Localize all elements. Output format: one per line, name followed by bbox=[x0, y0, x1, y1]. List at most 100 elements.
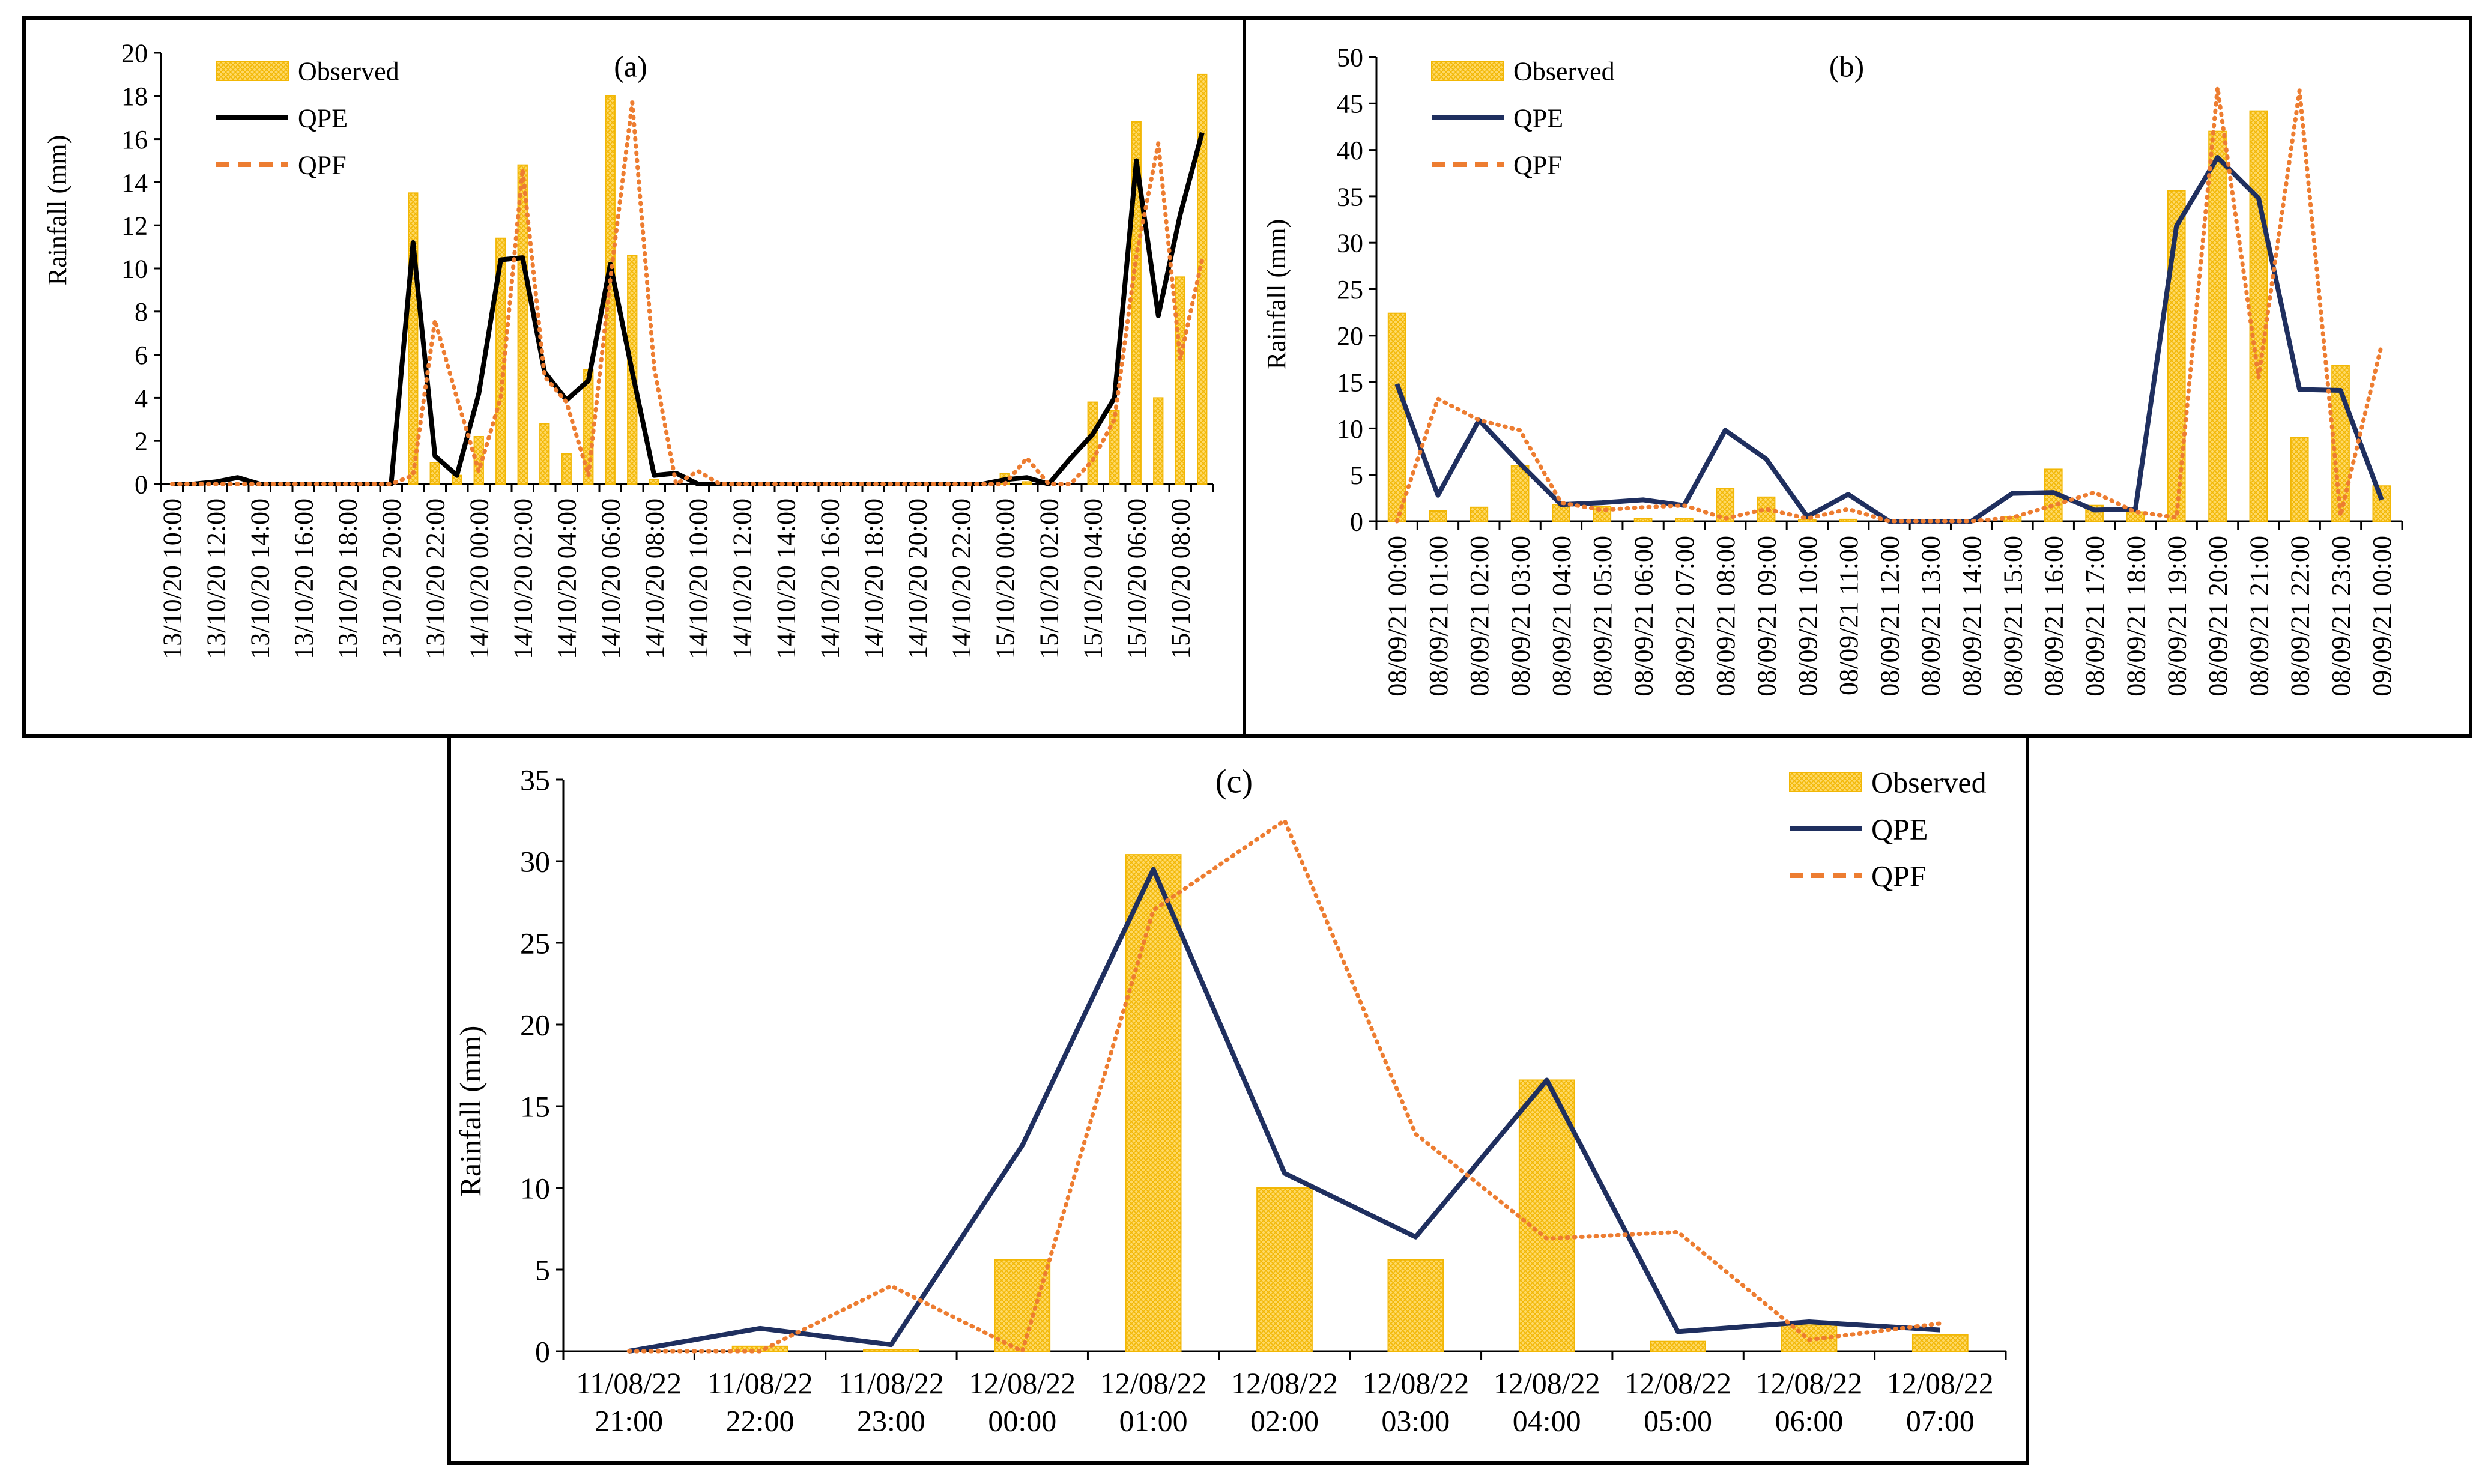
qpe-line bbox=[172, 132, 1205, 486]
x-tick-label: 15/10/20 08:00 bbox=[1166, 498, 1196, 659]
observed-bar bbox=[2167, 190, 2186, 522]
y-tick-label: 50 bbox=[1337, 43, 1363, 72]
y-tick-label: 10 bbox=[1337, 414, 1363, 444]
legend-label: Observed bbox=[1513, 56, 1615, 86]
legend-label: QPF bbox=[1871, 859, 1927, 893]
observed-bar bbox=[2372, 485, 2391, 522]
x-tick-label: 08/09/21 03:00 bbox=[1506, 536, 1536, 697]
x-tick-label: 11/08/22 23:00 bbox=[838, 1366, 944, 1438]
y-axis-label: Rainfall (mm) bbox=[43, 135, 72, 286]
observed-bar bbox=[408, 192, 419, 485]
y-tick-label: 14 bbox=[121, 168, 148, 198]
observed-bar bbox=[1387, 1259, 1444, 1352]
y-tick-label: 20 bbox=[520, 1008, 550, 1042]
x-tick-label: 08/09/21 11:00 bbox=[1834, 536, 1863, 695]
observed-bar bbox=[1911, 1334, 1969, 1352]
legend-label: QPE bbox=[1513, 103, 1563, 133]
x-tick-label: 11/08/22 21:00 bbox=[576, 1366, 682, 1438]
legend: Observed QPE QPF bbox=[1789, 766, 1987, 893]
observed-bar bbox=[1125, 854, 1182, 1352]
x-tick-label: 14/10/20 18:00 bbox=[859, 498, 889, 659]
observed-bar bbox=[1109, 410, 1120, 485]
x-tick-label: 08/09/21 20:00 bbox=[2203, 536, 2233, 697]
x-tick-label: 14/10/20 00:00 bbox=[465, 498, 494, 659]
x-tick-label: 08/09/21 05:00 bbox=[1588, 536, 1617, 697]
legend-label: QPF bbox=[1513, 150, 1562, 180]
observed-bar bbox=[1153, 397, 1164, 485]
y-tick-label: 2 bbox=[135, 427, 148, 456]
x-tick-label: 08/09/21 12:00 bbox=[1875, 536, 1904, 697]
observed-bar bbox=[1518, 1079, 1575, 1352]
observed-bar bbox=[1197, 73, 1208, 485]
x-tick-label: 13/10/20 10:00 bbox=[158, 498, 187, 659]
observed-bar bbox=[1633, 518, 1653, 522]
x-tick-label: 13/10/20 12:00 bbox=[202, 498, 231, 659]
observed-bar bbox=[1839, 518, 1858, 522]
y-tick-label: 6 bbox=[135, 341, 148, 370]
chart-a: 0 2 4 6 8 10 12 14 16 18 20 13/10/20 10:00 13/10/20 … bbox=[43, 38, 1214, 659]
y-tick-label: 16 bbox=[121, 125, 148, 154]
y-tick-label: 5 bbox=[535, 1253, 550, 1287]
x-tick-label: 08/09/21 07:00 bbox=[1670, 536, 1700, 697]
qpf-line bbox=[626, 818, 1943, 1354]
x-tick-label: 14/10/20 02:00 bbox=[509, 498, 538, 659]
y-tick-label: 40 bbox=[1337, 136, 1363, 165]
x-tick-label: 08/09/21 00:00 bbox=[1383, 536, 1412, 697]
x-tick-label: 14/10/20 10:00 bbox=[684, 498, 713, 659]
y-tick-label: 45 bbox=[1337, 89, 1363, 119]
x-tick-label: 14/10/20 22:00 bbox=[947, 498, 976, 659]
observed-bar bbox=[1552, 504, 1570, 522]
x-tick-label: 14/10/20 06:00 bbox=[596, 498, 626, 659]
observed-bar bbox=[1675, 518, 1694, 522]
x-tick-label: 09/09/21 00:00 bbox=[2367, 536, 2397, 697]
x-tick-label: 08/09/21 16:00 bbox=[2039, 536, 2069, 697]
y-tick-label: 10 bbox=[121, 254, 148, 283]
x-tick-label: 12/08/22 01:00 bbox=[1100, 1366, 1207, 1438]
x-tick-label: 15/10/20 04:00 bbox=[1079, 498, 1108, 659]
x-tick-label: 12/08/22 03:00 bbox=[1362, 1366, 1469, 1438]
qpf-line bbox=[169, 100, 1205, 486]
legend-label: QPE bbox=[1871, 813, 1928, 846]
legend-label: QPE bbox=[298, 103, 348, 133]
x-tick-label: 08/09/21 13:00 bbox=[1916, 536, 1946, 697]
x-tick-label: 12/08/22 05:00 bbox=[1624, 1366, 1731, 1438]
x-tick-label: 08/09/21 21:00 bbox=[2244, 536, 2274, 697]
x-tick-label: 14/10/20 04:00 bbox=[552, 498, 582, 659]
x-tick-label: 08/09/21 19:00 bbox=[2163, 536, 2192, 697]
qpe-line bbox=[628, 867, 1941, 1354]
x-tick-label: 14/10/20 16:00 bbox=[816, 498, 845, 659]
observed-bar bbox=[561, 453, 572, 485]
x-tick-label: 13/10/20 20:00 bbox=[377, 498, 407, 659]
observed-bar bbox=[1131, 121, 1142, 485]
x-tick-label: 08/09/21 14:00 bbox=[1957, 536, 1987, 697]
legend-observed-swatch bbox=[1789, 772, 1862, 792]
qpf-line bbox=[1394, 85, 2384, 524]
x-tick-label: 14/10/20 14:00 bbox=[772, 498, 801, 659]
x-tick-label: 15/10/20 06:00 bbox=[1122, 498, 1152, 659]
y-tick-label: 35 bbox=[1337, 182, 1363, 211]
x-tick-label: 14/10/20 12:00 bbox=[728, 498, 757, 659]
x-tick-label: 08/09/21 09:00 bbox=[1752, 536, 1781, 697]
legend-observed-swatch bbox=[216, 61, 289, 81]
observed-bar bbox=[1650, 1340, 1706, 1352]
observed-bar bbox=[1256, 1187, 1313, 1352]
legend-label: QPF bbox=[298, 150, 347, 180]
panel-c-frame bbox=[447, 734, 2029, 1465]
panel-label: (a) bbox=[614, 49, 647, 83]
x-tick-label: 08/09/21 17:00 bbox=[2080, 536, 2110, 697]
x-tick-label: 11/08/22 22:00 bbox=[707, 1366, 813, 1438]
panel-label: (c) bbox=[1215, 763, 1253, 801]
observed-bar bbox=[429, 462, 440, 485]
y-tick-label: 15 bbox=[520, 1090, 550, 1124]
x-tick-label: 08/09/21 23:00 bbox=[2326, 536, 2356, 697]
chart-c: 0 5 10 15 20 25 30 35 11/08/22 21:00 11/08/22 22:00… bbox=[453, 763, 2007, 1438]
chart-b: 0 5 10 15 20 25 30 35 40 45 50 08/09/21 00:00 08/09/… bbox=[1262, 43, 2403, 697]
observed-bar bbox=[863, 1349, 919, 1352]
y-axis-label: Rainfall (mm) bbox=[453, 1026, 487, 1197]
y-tick-label: 0 bbox=[1350, 507, 1363, 536]
y-tick-label: 0 bbox=[135, 470, 148, 499]
x-tick-label: 14/10/20 08:00 bbox=[640, 498, 670, 659]
x-tick-label: 08/09/21 06:00 bbox=[1629, 536, 1658, 697]
y-tick-label: 4 bbox=[135, 384, 148, 413]
